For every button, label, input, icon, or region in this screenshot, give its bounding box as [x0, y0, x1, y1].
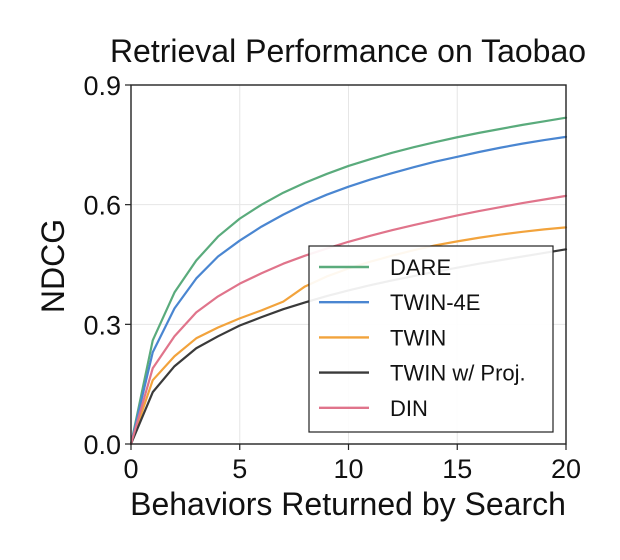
chart-title: Retrieval Performance on Taobao — [110, 33, 586, 69]
y-tick-label: 0.0 — [83, 430, 121, 460]
x-tick-label: 15 — [442, 454, 472, 484]
x-tick-label: 10 — [333, 454, 363, 484]
legend-label: TWIN w/ Proj. — [390, 361, 526, 386]
series-line-4 — [129, 194, 568, 446]
legend-label: TWIN-4E — [390, 290, 480, 315]
legend-box — [308, 245, 554, 433]
x-tick-label: 20 — [551, 454, 581, 484]
x-tick-label: 5 — [232, 454, 247, 484]
y-tick-label: 0.6 — [83, 191, 121, 221]
y-tick-label: 0.3 — [83, 310, 121, 340]
legend-label: TWIN — [390, 325, 446, 350]
series-line-0 — [129, 116, 568, 446]
legend-label: DARE — [390, 255, 451, 280]
x-axis: 0 5 10 15 20 — [123, 444, 581, 484]
x-axis-label: Behaviors Returned by Search — [130, 486, 566, 522]
legend-label: DIN — [390, 396, 428, 421]
series-line-1 — [129, 135, 568, 446]
y-axis-label: NDCG — [35, 219, 71, 313]
y-tick-label: 0.9 — [83, 71, 121, 101]
x-tick-label: 0 — [123, 454, 138, 484]
legend: DARE TWIN-4E TWIN TWIN w/ Proj. DIN — [308, 245, 554, 433]
y-axis: 0.0 0.3 0.6 0.9 — [83, 71, 131, 460]
